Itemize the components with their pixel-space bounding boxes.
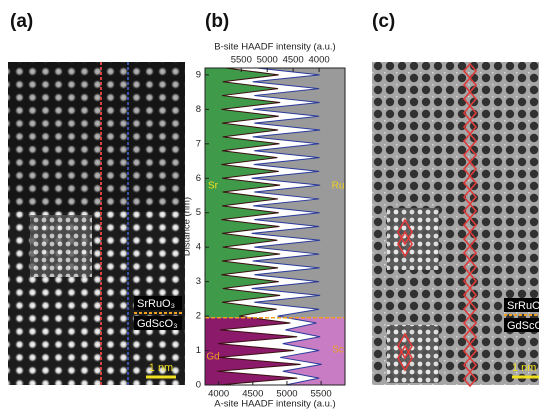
y-tick-label: 6 [196,173,201,184]
profile-line [217,67,301,386]
panel-label: (c) [372,11,395,32]
area-fill [280,317,345,385]
inset [387,325,439,383]
layer-label: GdScO₃ [137,318,178,330]
area-fill [205,317,301,385]
x-tick-label: 4500 [242,389,263,400]
region-label: Sc [332,345,344,356]
y-tick-label: 5 [196,207,201,218]
inset [387,208,439,270]
region-label: Gd [206,352,219,363]
axis-label: B-site HAADF intensity (a.u.) [214,42,335,53]
x2-tick-label: 4000 [309,55,330,66]
axis-label: A-site HAADF intensity (a.u.) [214,399,335,410]
diamond-chain [462,62,478,388]
y-tick-label: 4 [196,242,201,253]
x2-tick-label: 5500 [231,55,252,66]
region-label: Sr [208,181,219,192]
diamond [462,370,478,388]
layer-label: SrRuO₃ [137,298,175,310]
layer-label: GdScO [507,320,539,332]
y-tick-label: 2 [196,311,201,322]
diamond [397,344,413,372]
layer-label: SrRuO [507,300,539,312]
inset [30,215,92,277]
diamond [397,230,413,258]
label-box [504,298,539,312]
x2-tick-label: 4500 [283,55,304,66]
y-tick-label: 8 [196,104,201,115]
image-shade [8,62,185,212]
diamond [397,332,413,360]
y-tick-label: 0 [196,380,201,391]
label-box [134,316,182,330]
diamond [397,218,413,246]
y-tick-label: 9 [196,69,201,80]
x-tick-label: 4000 [208,389,229,400]
area-fill [205,68,281,318]
x2-tick-label: 5000 [257,55,278,66]
panel-label: (a) [10,11,33,32]
x-tick-label: 5000 [276,389,297,400]
region-label: Ru [332,181,345,192]
scale-label: 1 nm [512,362,536,374]
y-tick-label: 7 [196,138,201,149]
area-fill [251,68,345,318]
x-tick-label: 5500 [311,389,332,400]
label-box [504,318,539,332]
panel-label: (b) [205,11,229,32]
scale-label: 1 nm [149,362,173,374]
y-tick-label: 3 [196,276,201,287]
label-box [134,296,182,310]
plot-frame [204,67,346,386]
axis-label: Distance (nm) [182,197,193,256]
y-tick-label: 1 [196,345,201,356]
profile-line [251,67,322,386]
